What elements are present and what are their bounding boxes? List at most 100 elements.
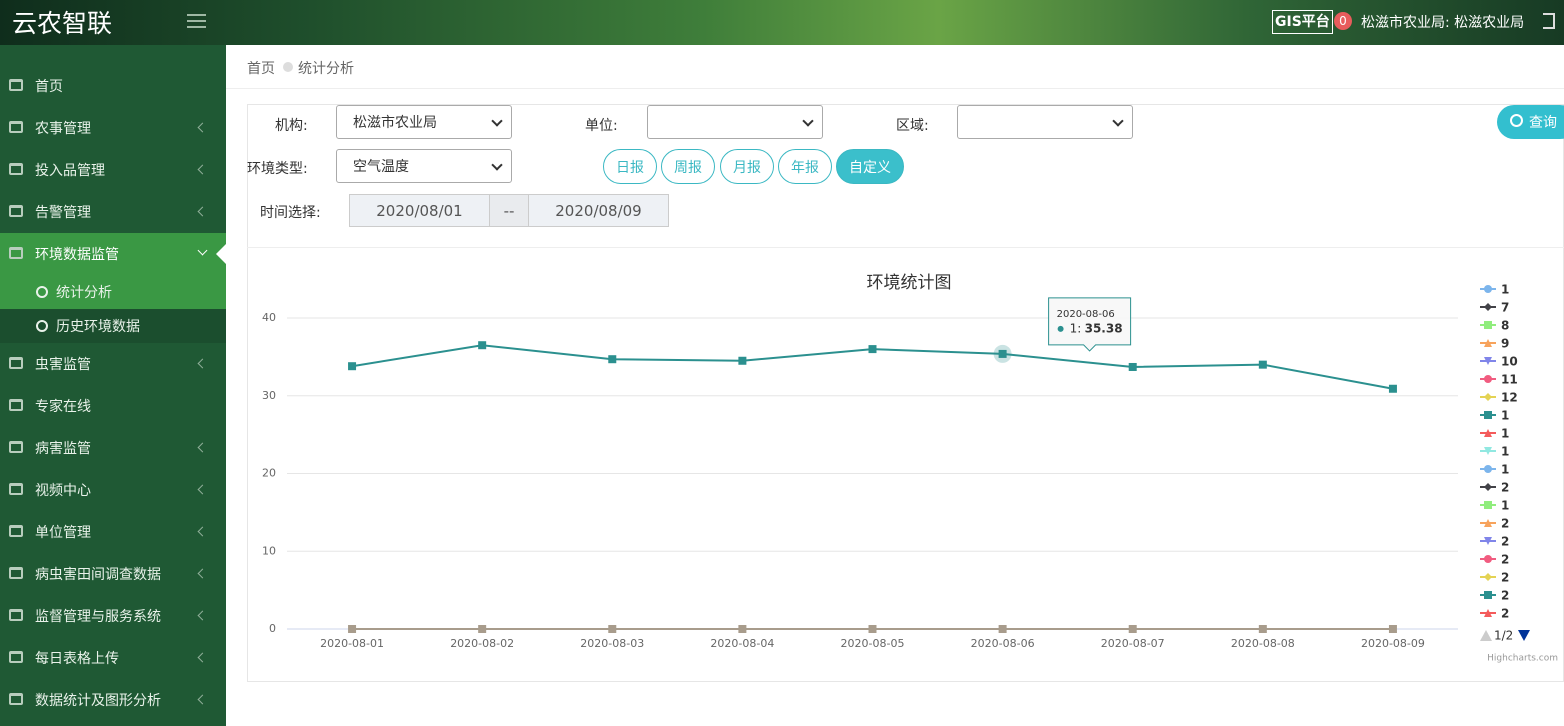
menu-icon xyxy=(9,79,23,91)
period-button[interactable]: 自定义 xyxy=(836,149,904,184)
legend-item[interactable]: 2 xyxy=(1480,553,1509,567)
menu-icon xyxy=(9,205,23,217)
menu-item[interactable]: 告警管理 xyxy=(0,191,226,233)
legend-item[interactable]: 1 xyxy=(1480,463,1509,477)
x-tick-label: 2020-08-04 xyxy=(710,637,774,650)
menu-toggle[interactable] xyxy=(187,14,206,28)
legend-item[interactable]: 1 xyxy=(1480,445,1509,459)
legend-item[interactable]: 2 xyxy=(1480,517,1509,531)
filter-label: 环境类型: xyxy=(247,161,308,177)
header: 云农智联 GIS平台 0 松滋市农业局: 松滋农业局 xyxy=(0,0,1564,45)
breadcrumb-dot xyxy=(283,62,293,72)
legend-item[interactable]: 10 xyxy=(1480,355,1518,369)
menu-label: 投入品管理 xyxy=(35,163,105,179)
org-select[interactable]: 松滋市农业局 xyxy=(336,105,512,139)
query-label: 查询 xyxy=(1529,115,1557,131)
menu-label: 告警管理 xyxy=(35,205,91,221)
filter-label: 时间选择: xyxy=(260,205,321,221)
menu-item[interactable]: 投入品管理 xyxy=(0,149,226,191)
tooltip-series: 1: xyxy=(1070,321,1082,335)
user-name[interactable]: 松滋市农业局: 松滋农业局 xyxy=(1361,15,1525,31)
sidebar: 首页 农事管理 投入品管理 告警管理 环境数据监管 统计分析 历史环境数据 虫害监管 专家在线病… xyxy=(0,45,226,726)
menu-arrow xyxy=(197,245,208,256)
legend-item[interactable]: 1 xyxy=(1480,283,1509,297)
menu-arrow xyxy=(197,164,208,175)
breadcrumb-home[interactable]: 首页 xyxy=(247,61,275,77)
menu-item[interactable]: 每日表格上传 xyxy=(0,637,226,679)
submenu-item[interactable]: 历史环境数据 xyxy=(0,309,226,343)
legend-item[interactable]: 7 xyxy=(1480,301,1509,315)
breadcrumb-current: 统计分析 xyxy=(298,61,354,77)
legend-item[interactable]: 2 xyxy=(1480,535,1509,549)
point xyxy=(1258,360,1267,369)
menu-icon xyxy=(9,651,23,663)
legend-item[interactable]: 2 xyxy=(1480,589,1509,603)
menu-item[interactable]: 专家在线 xyxy=(0,385,226,427)
legend-label: 2 xyxy=(1501,607,1509,621)
credits: Highcharts.com xyxy=(1487,654,1558,664)
divider xyxy=(226,88,1564,89)
menu-item[interactable]: 首页 xyxy=(0,65,226,107)
point xyxy=(738,356,747,365)
legend-label: 2 xyxy=(1501,481,1509,495)
legend-item[interactable]: 1 xyxy=(1480,499,1509,513)
point xyxy=(738,625,747,633)
menu-item[interactable]: 病害监管 xyxy=(0,427,226,469)
legend-item[interactable]: 12 xyxy=(1480,391,1518,405)
menu-item[interactable]: 农事管理 xyxy=(0,107,226,149)
legend-symbol xyxy=(1484,447,1492,455)
legend-label: 2 xyxy=(1501,535,1509,549)
legend-label: 1 xyxy=(1501,463,1509,477)
query-button[interactable]: 查询 xyxy=(1497,105,1564,139)
menu-item[interactable]: 病虫害田间调查数据 xyxy=(0,553,226,595)
submenu-icon xyxy=(36,286,48,298)
legend-symbol xyxy=(1484,573,1492,581)
logout-icon[interactable] xyxy=(1543,13,1555,29)
legend-symbol xyxy=(1484,429,1492,437)
gis-button[interactable]: GIS平台 xyxy=(1272,10,1333,34)
menu-icon xyxy=(9,483,23,495)
legend-item[interactable]: 2 xyxy=(1480,607,1509,621)
y-tick-label: 10 xyxy=(262,544,276,557)
menu-item[interactable]: 监督管理与服务系统 xyxy=(0,595,226,637)
period-button[interactable]: 日报 xyxy=(603,149,657,184)
tooltip-dot xyxy=(1057,325,1064,332)
end-date[interactable]: 2020/08/09 xyxy=(528,194,669,227)
submenu-label: 统计分析 xyxy=(56,285,112,301)
legend-symbol xyxy=(1484,519,1492,527)
period-button[interactable]: 周报 xyxy=(661,149,715,184)
legend-symbol xyxy=(1484,303,1492,311)
legend-item[interactable]: 8 xyxy=(1480,319,1509,333)
menu-item[interactable]: 环境数据监管 xyxy=(0,233,226,275)
menu-icon xyxy=(9,525,23,537)
legend-symbol xyxy=(1484,501,1492,509)
menu-icon xyxy=(9,163,23,175)
point xyxy=(478,625,487,633)
legend-item[interactable]: 1 xyxy=(1480,409,1509,423)
point xyxy=(1128,625,1137,633)
legend-item[interactable]: 2 xyxy=(1480,481,1509,495)
menu-item[interactable]: 单位管理 xyxy=(0,511,226,553)
menu-label: 每日表格上传 xyxy=(35,651,119,667)
legend-item[interactable]: 1 xyxy=(1480,427,1509,441)
period-button[interactable]: 年报 xyxy=(778,149,832,184)
point xyxy=(868,625,877,633)
x-tick-label: 2020-08-05 xyxy=(841,637,905,650)
menu-arrow xyxy=(197,526,208,537)
legend-item[interactable]: 11 xyxy=(1480,373,1518,387)
legend-next[interactable] xyxy=(1518,630,1530,641)
menu-arrow xyxy=(197,694,208,705)
menu-item[interactable]: 虫害监管 xyxy=(0,343,226,385)
menu-item[interactable]: 视频中心 xyxy=(0,469,226,511)
notification-badge[interactable]: 0 xyxy=(1334,12,1352,30)
region-select[interactable] xyxy=(957,105,1133,139)
point xyxy=(348,362,357,371)
legend-item[interactable]: 9 xyxy=(1480,337,1509,351)
legend-item[interactable]: 2 xyxy=(1480,571,1509,585)
env-select[interactable]: 空气温度 xyxy=(336,149,512,183)
start-date[interactable]: 2020/08/01 xyxy=(349,194,490,227)
submenu-item[interactable]: 统计分析 xyxy=(0,275,226,309)
period-button[interactable]: 月报 xyxy=(720,149,774,184)
menu-item[interactable]: 数据统计及图形分析 xyxy=(0,679,226,721)
unit-select[interactable] xyxy=(647,105,823,139)
